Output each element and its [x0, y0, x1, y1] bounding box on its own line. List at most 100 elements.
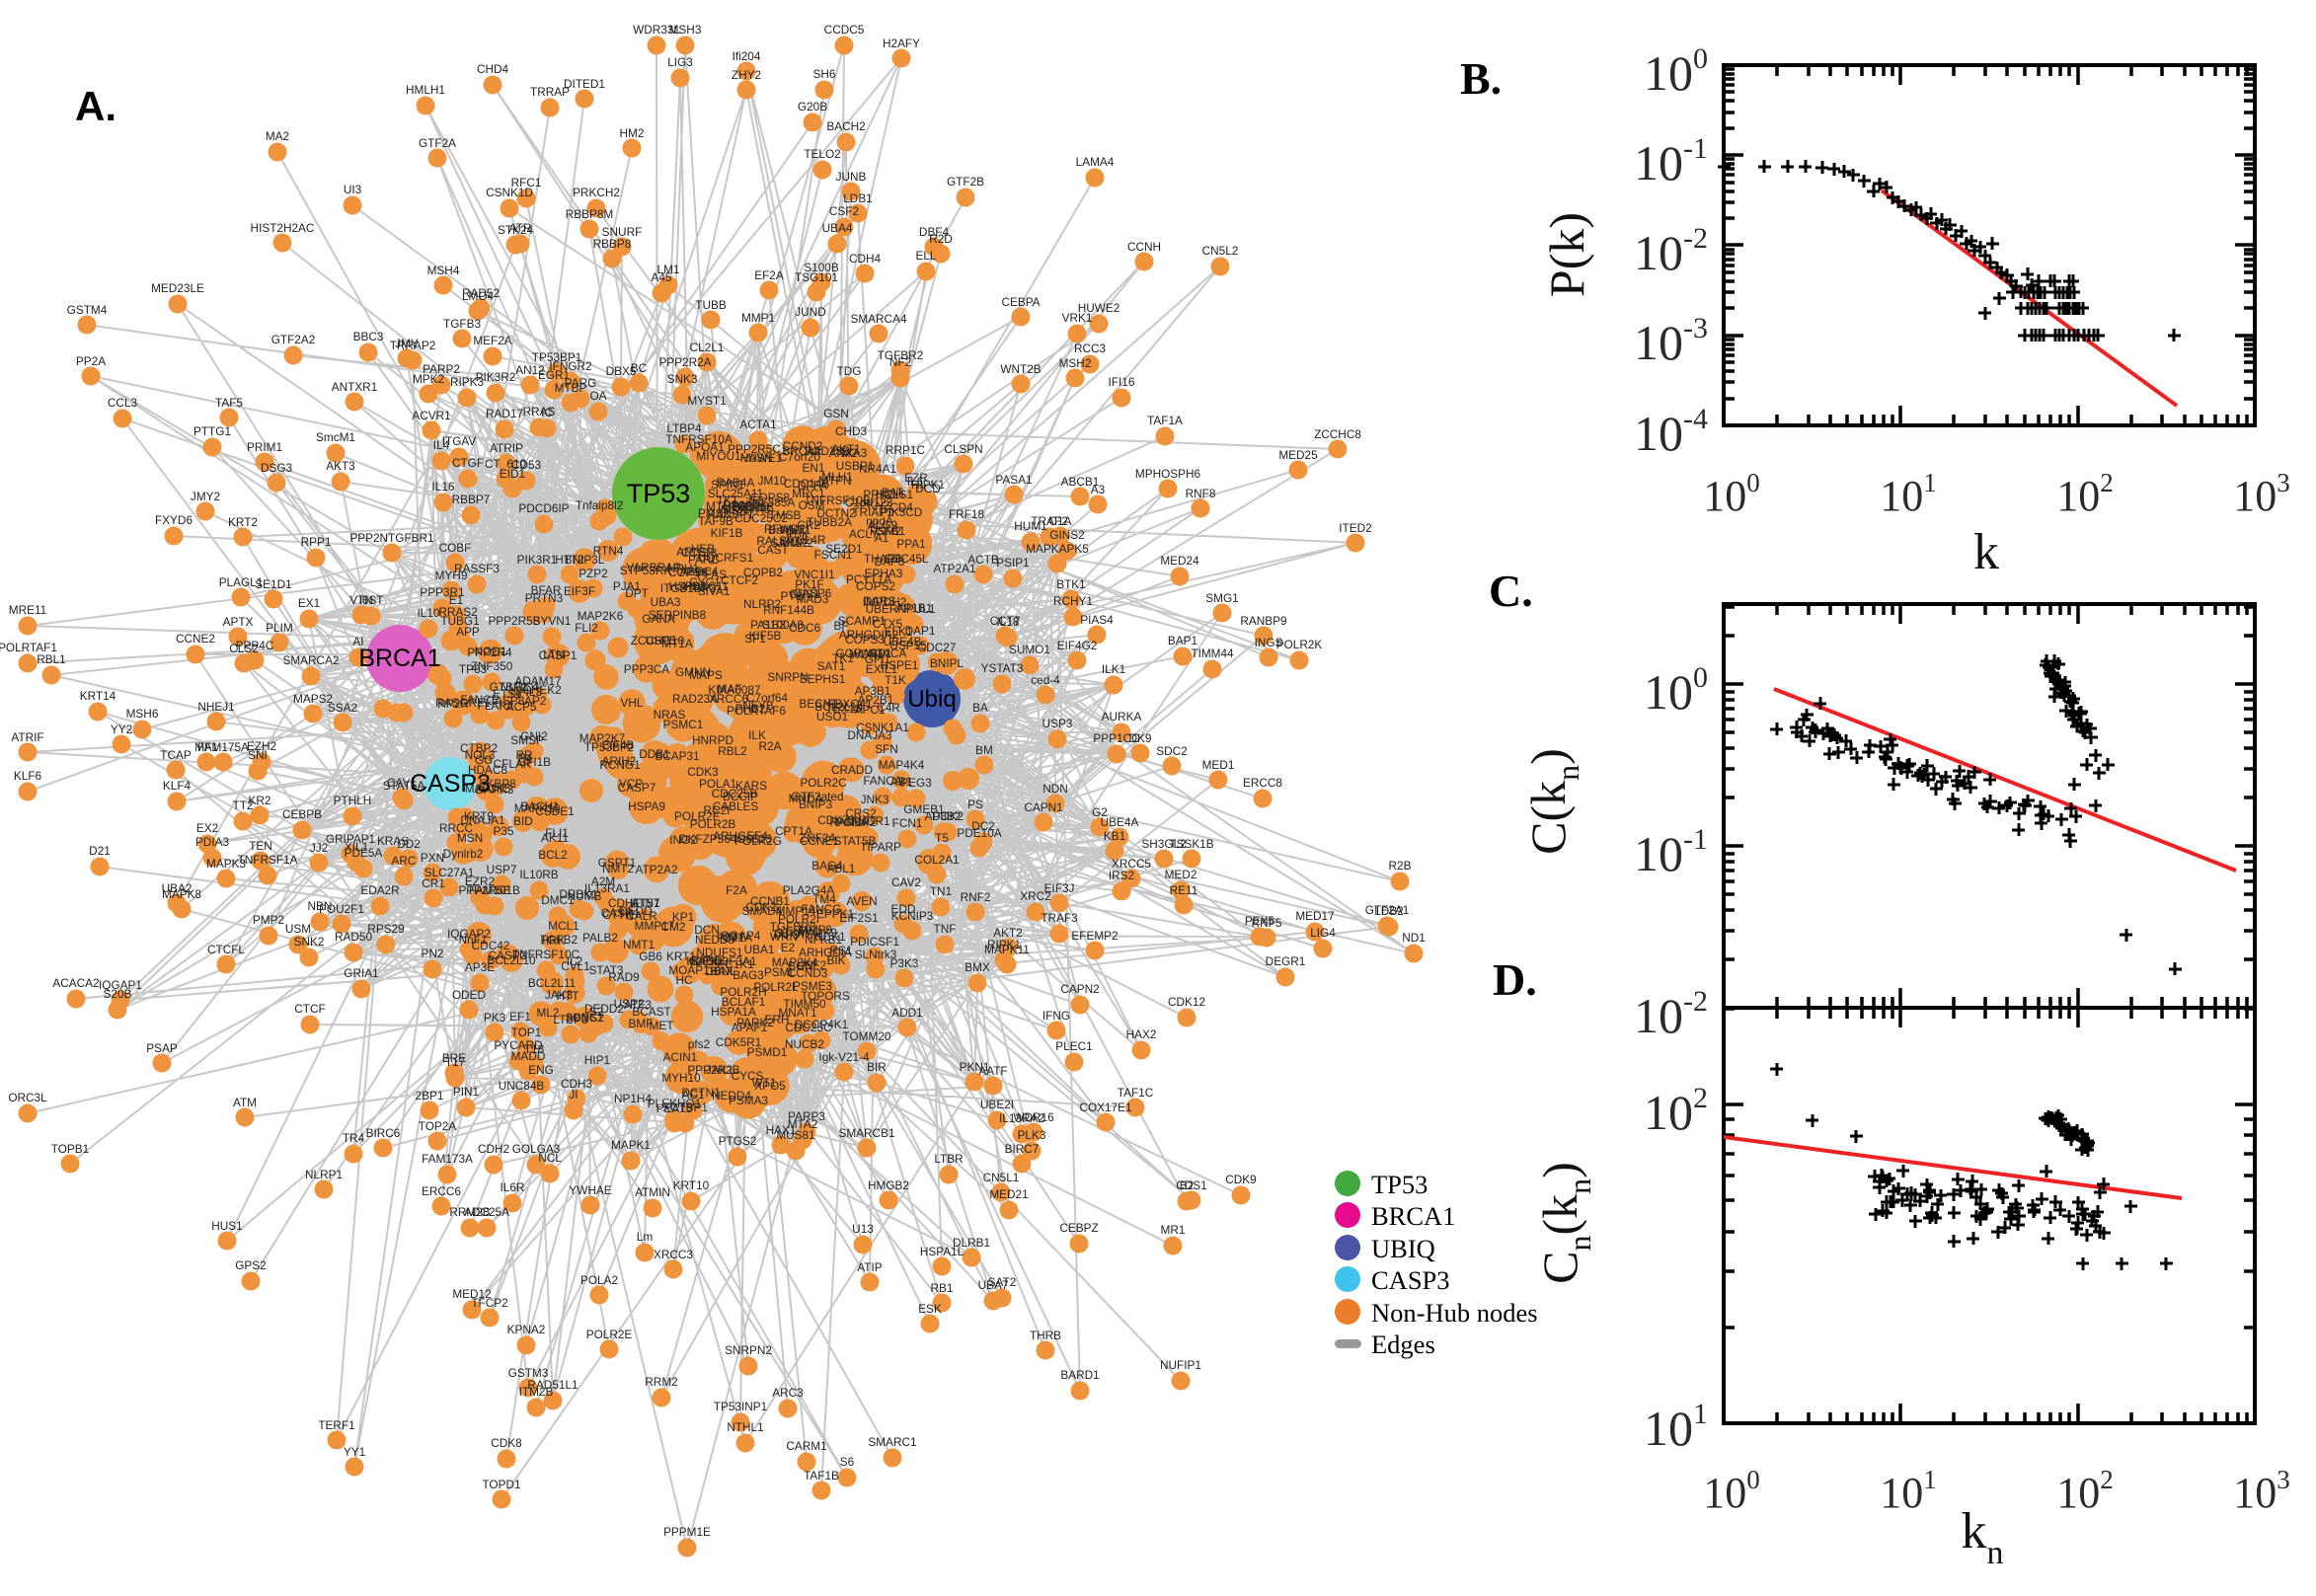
svg-text:COX17E1: COX17E1 [1079, 1101, 1131, 1114]
svg-text:HC: HC [675, 973, 693, 987]
svg-text:KLF4: KLF4 [163, 779, 192, 793]
svg-text:ERH: ERH [765, 1013, 790, 1026]
svg-text:JMY: JMY [395, 337, 419, 350]
svg-text:TRRAP: TRRAP [530, 85, 570, 99]
svg-text:FXYD6: FXYD6 [155, 513, 193, 527]
svg-text:DMC1: DMC1 [541, 893, 574, 907]
svg-text:PIN1: PIN1 [453, 1085, 479, 1099]
svg-text:ERCC6: ERCC6 [422, 1184, 461, 1198]
svg-text:XPO5: XPO5 [754, 1079, 786, 1093]
svg-text:MMP9: MMP9 [799, 923, 832, 937]
svg-text:RAD23A: RAD23A [672, 692, 718, 706]
svg-text:WNT2B: WNT2B [1000, 362, 1041, 376]
svg-text:PTTG1: PTTG1 [193, 424, 231, 438]
svg-text:AN12: AN12 [515, 363, 545, 377]
svg-text:MAPS: MAPS [689, 668, 723, 682]
svg-text:UBE2I: UBE2I [980, 1098, 1014, 1111]
svg-text:RASSF3: RASSF3 [454, 562, 500, 575]
svg-text:MSH4: MSH4 [427, 264, 460, 277]
svg-text:FBXO41: FBXO41 [827, 697, 872, 711]
svg-text:NOD1: NOD1 [475, 645, 507, 658]
svg-text:SMSP: SMSP [510, 733, 544, 747]
svg-text:ZNF24: ZNF24 [800, 831, 835, 845]
svg-text:GRIA1: GRIA1 [344, 966, 378, 980]
svg-text:JAK3: JAK3 [545, 988, 574, 1002]
svg-text:ADC25A: ADC25A [464, 1205, 509, 1219]
svg-text:VCP: VCP [619, 777, 643, 791]
svg-text:GSN: GSN [823, 407, 849, 420]
svg-text:USP5: USP5 [646, 634, 676, 647]
svg-text:PPP2NTGFBR1: PPP2NTGFBR1 [349, 531, 433, 545]
svg-text:MMP14: MMP14 [776, 904, 816, 918]
svg-text:MA2: MA2 [266, 129, 289, 143]
svg-text:IL4R: IL4R [802, 533, 826, 547]
svg-text:UBA2: UBA2 [162, 881, 193, 895]
svg-text:RALBP1: RALBP1 [756, 534, 801, 548]
svg-text:FLAR2: FLAR2 [478, 699, 514, 713]
svg-text:APAF1: APAF1 [732, 1021, 768, 1034]
svg-text:BACH2: BACH2 [826, 119, 865, 133]
svg-text:IMPDH2: IMPDH2 [863, 595, 907, 609]
svg-text:EPHA3: EPHA3 [865, 567, 903, 580]
svg-text:ARC3: ARC3 [772, 1386, 804, 1400]
svg-text:CR1: CR1 [422, 876, 445, 890]
svg-text:MAP2K6: MAP2K6 [578, 609, 624, 623]
svg-text:TAF5: TAF5 [215, 396, 243, 410]
svg-text:ARHGDIB: ARHGDIB [721, 500, 774, 514]
svg-text:BIRC7: BIRC7 [1005, 1142, 1040, 1156]
svg-text:SMAD4: SMAD4 [742, 904, 783, 918]
svg-text:CL2L1: CL2L1 [690, 341, 725, 354]
svg-text:COL2A1: COL2A1 [914, 853, 959, 867]
svg-text:MRC1: MRC1 [792, 487, 824, 500]
svg-text:ATP2A2: ATP2A2 [635, 863, 677, 876]
svg-text:EFEMP2: EFEMP2 [1071, 929, 1118, 943]
svg-text:SNK3: SNK3 [667, 372, 698, 386]
svg-text:FAM173A: FAM173A [422, 1152, 473, 1166]
svg-text:SAT1: SAT1 [817, 659, 846, 673]
svg-text:GTF2A2: GTF2A2 [271, 333, 316, 346]
svg-text:CDK5R1: CDK5R1 [716, 1035, 762, 1049]
svg-text:SE1D1: SE1D1 [255, 577, 291, 591]
svg-text:P(k): P(k) [1539, 212, 1594, 297]
svg-text:TOPB1: TOPB1 [51, 1142, 89, 1156]
svg-text:F2A: F2A [726, 883, 747, 897]
svg-text:RTN4: RTN4 [593, 544, 624, 558]
svg-text:E1: E1 [449, 593, 463, 607]
svg-text:CSDE1: CSDE1 [535, 804, 574, 818]
svg-text:PN2: PN2 [422, 947, 444, 960]
svg-text:RR: RR [515, 748, 532, 762]
svg-text:ABCB1: ABCB1 [1061, 475, 1100, 489]
svg-text:PSIP1: PSIP1 [996, 556, 1029, 570]
svg-text:AB1: AB1 [890, 775, 912, 789]
svg-text:RNF5: RNF5 [1252, 916, 1282, 930]
svg-text:TOPD1: TOPD1 [482, 1478, 520, 1491]
svg-text:RAD9: RAD9 [608, 970, 639, 984]
svg-text:PP2A: PP2A [76, 354, 106, 368]
svg-text:10-2: 10-2 [1634, 222, 1708, 280]
svg-text:RAB4A: RAB4A [717, 476, 755, 490]
svg-text:GRIPAP1: GRIPAP1 [326, 832, 375, 846]
svg-text:TT2: TT2 [233, 798, 254, 812]
svg-text:RNF8: RNF8 [1186, 487, 1216, 500]
svg-text:FSCN1: FSCN1 [814, 548, 853, 562]
svg-text:DARS: DARS [864, 594, 896, 608]
svg-text:ATRIF: ATRIF [11, 730, 43, 744]
svg-text:EID1: EID1 [500, 467, 525, 481]
svg-text:MSH2: MSH2 [1059, 356, 1092, 370]
svg-text:MUS81: MUS81 [776, 1128, 814, 1142]
svg-text:LDB1: LDB1 [843, 191, 873, 205]
svg-text:BIK: BIK [826, 953, 845, 967]
svg-text:SNRPN: SNRPN [767, 670, 808, 684]
svg-text:AP3E: AP3E [465, 960, 495, 974]
svg-text:ZCCHC10: ZCCHC10 [631, 634, 685, 647]
svg-text:CEBPZ: CEBPZ [1059, 1221, 1098, 1235]
svg-text:RCC3: RCC3 [1074, 342, 1107, 355]
svg-text:ARHGDIA2: ARHGDIA2 [839, 628, 898, 642]
svg-text:C1orf123: C1orf123 [845, 495, 893, 509]
svg-text:BA: BA [972, 701, 988, 715]
svg-text:EDA2R: EDA2R [360, 883, 399, 897]
svg-text:KRT10: KRT10 [673, 1178, 710, 1192]
svg-text:IL16: IL16 [432, 480, 455, 494]
svg-text:MIYOU1: MIYOU1 [696, 449, 740, 463]
svg-text:AP3B2: AP3B2 [925, 809, 962, 823]
